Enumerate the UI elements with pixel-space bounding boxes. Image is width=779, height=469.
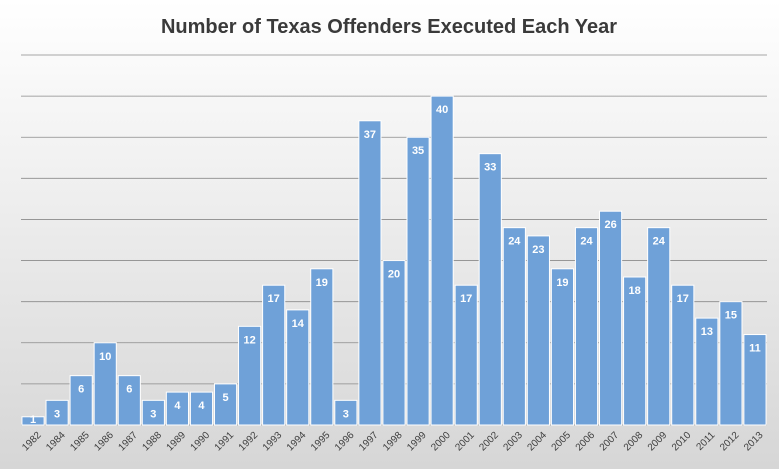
bar-2004 (526, 235, 550, 426)
data-label-1998: 20 (388, 269, 400, 281)
x-tick-1984: 1984 (44, 430, 68, 454)
data-label-1984: 3 (54, 408, 60, 420)
x-tick-2005: 2005 (550, 430, 574, 454)
bar-1988 (141, 399, 165, 426)
bar-2002 (478, 153, 502, 426)
bar-2006 (574, 227, 599, 426)
x-tick-1987: 1987 (116, 430, 140, 454)
x-tick-2011: 2011 (694, 430, 717, 453)
bar-1984 (45, 399, 69, 426)
x-tick-1989: 1989 (165, 430, 189, 454)
bar-2007 (599, 210, 623, 426)
x-tick-1988: 1988 (140, 430, 164, 454)
bars (21, 95, 767, 426)
x-tick-1994: 1994 (285, 430, 309, 454)
data-label-1994: 14 (292, 318, 305, 330)
data-label-1989: 4 (174, 400, 181, 412)
x-tick-2006: 2006 (574, 430, 598, 454)
x-tick-1985: 1985 (68, 430, 92, 454)
bar-2000 (430, 95, 454, 426)
bar-1990 (189, 391, 214, 426)
bar-1992 (238, 325, 262, 426)
data-label-2009: 24 (653, 236, 666, 248)
bar-1985 (69, 375, 93, 426)
x-tick-1982: 1982 (20, 430, 44, 454)
data-label-2013: 11 (749, 343, 761, 355)
bar-1997 (358, 120, 382, 426)
bar-1986 (93, 342, 117, 426)
data-label-1991: 5 (222, 392, 228, 404)
data-label-2011: 13 (701, 326, 713, 338)
x-tick-2012: 2012 (718, 430, 742, 454)
x-axis-tick-labels: 1982 1984 1985 1986 1987 1988 1989 1990 1991 1992… (20, 430, 766, 454)
x-tick-2001: 2001 (453, 430, 477, 454)
x-tick-1999: 1999 (405, 430, 429, 454)
bar-1996 (334, 399, 358, 426)
data-label-1993: 17 (268, 293, 280, 305)
x-tick-2003: 2003 (501, 430, 525, 454)
bar-1994 (286, 309, 310, 426)
x-tick-2013: 2013 (742, 430, 766, 454)
x-tick-2000: 2000 (429, 430, 453, 454)
bar-1982 (21, 416, 45, 426)
data-label-2003: 24 (508, 236, 521, 248)
data-label-2007: 26 (604, 219, 616, 231)
x-tick-2010: 2010 (670, 430, 694, 454)
data-label-2002: 33 (484, 162, 496, 174)
bar-1998 (382, 260, 406, 426)
x-tick-2009: 2009 (646, 430, 670, 454)
bar-1989 (165, 391, 189, 426)
data-label-1992: 12 (243, 334, 255, 346)
data-label-2001: 17 (460, 293, 472, 305)
data-label-2000: 40 (436, 104, 448, 116)
data-label-1986: 10 (99, 351, 111, 363)
data-label-2012: 15 (725, 310, 737, 322)
x-tick-1993: 1993 (261, 430, 285, 454)
data-label-1982: 1 (30, 414, 36, 426)
data-label-1995: 19 (316, 277, 328, 289)
data-label-2008: 18 (629, 285, 641, 297)
data-label-1996: 3 (343, 408, 349, 420)
bar-1991 (213, 383, 238, 426)
x-tick-1997: 1997 (357, 430, 381, 454)
bar-1993 (262, 284, 286, 426)
data-label-2006: 24 (580, 236, 593, 248)
x-tick-1986: 1986 (92, 430, 116, 454)
x-tick-1990: 1990 (189, 430, 213, 454)
data-label-1999: 35 (412, 145, 424, 157)
bar-1995 (310, 268, 334, 426)
bar-2008 (623, 276, 647, 426)
data-label-1997: 37 (364, 129, 376, 141)
bar-2003 (502, 227, 526, 426)
x-tick-1995: 1995 (309, 430, 333, 454)
x-tick-1991: 1991 (213, 430, 237, 454)
x-tick-1998: 1998 (381, 430, 405, 454)
bar-1987 (117, 375, 141, 426)
x-tick-2007: 2007 (598, 430, 622, 454)
chart-title: Number of Texas Offenders Executed Each … (161, 16, 617, 38)
bar-2001 (454, 284, 478, 426)
data-label-2010: 17 (677, 293, 689, 305)
data-label-2005: 19 (556, 277, 568, 289)
bar-2012 (719, 301, 743, 426)
x-tick-2008: 2008 (622, 430, 646, 454)
bar-2009 (647, 227, 671, 426)
bar-2011 (695, 317, 719, 426)
data-label-1990: 4 (198, 400, 205, 412)
x-tick-1996: 1996 (333, 430, 357, 454)
x-tick-2002: 2002 (477, 430, 501, 454)
data-label-1988: 3 (150, 408, 156, 420)
data-label-1985: 6 (78, 384, 84, 396)
bar-1999 (406, 136, 430, 426)
x-tick-2004: 2004 (526, 430, 550, 454)
bar-2010 (671, 284, 695, 426)
bar-2013 (743, 334, 767, 426)
bar-2005 (550, 268, 575, 426)
data-label-1987: 6 (126, 384, 132, 396)
data-label-2004: 23 (532, 244, 544, 256)
x-tick-1992: 1992 (237, 430, 261, 454)
